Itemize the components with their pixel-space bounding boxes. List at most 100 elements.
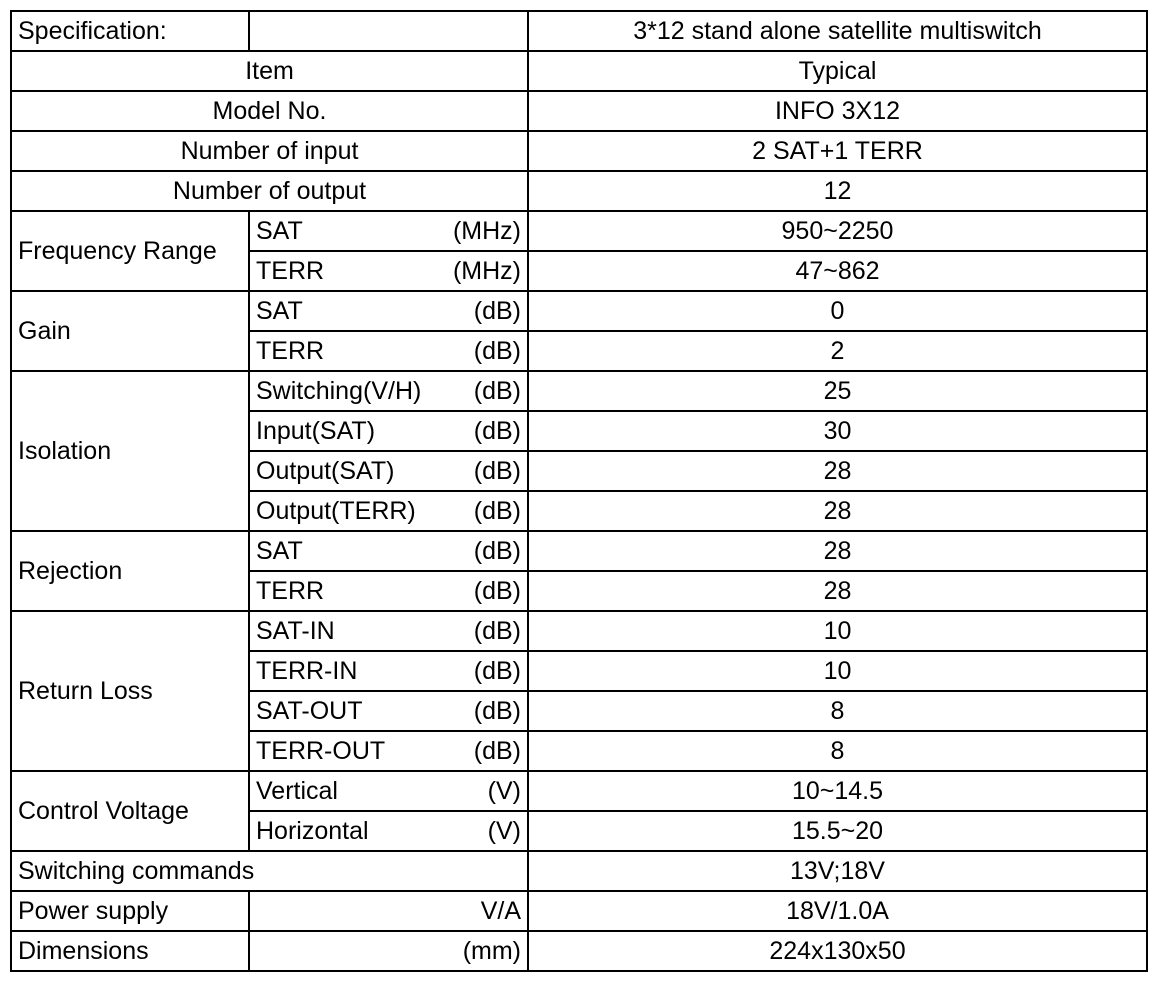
sub-label: Output(TERR) (256, 496, 416, 525)
row-label: Number of output (10, 170, 529, 212)
row-value: 2 (527, 330, 1148, 372)
sub-label: Switching(V/H) (256, 376, 422, 405)
group-label-return-loss: Return Loss (10, 610, 250, 772)
table-body: Specification: 3*12 stand alone satellit… (10, 10, 1148, 972)
table-row-title: Specification: 3*12 stand alone satellit… (10, 10, 1148, 52)
table-row: Rejection SAT (dB) 28 (10, 530, 1148, 612)
product-name-cell: 3*12 stand alone satellite multiswitch (527, 10, 1148, 52)
row-value: 10~14.5 (527, 770, 1148, 812)
table-row: Number of output 12 (10, 170, 1148, 212)
table-row: Power supply V/A 18V/1.0A (10, 890, 1148, 932)
unit-label: (dB) (473, 496, 521, 525)
sub-label-cell: Switching(V/H) (dB) (248, 370, 529, 412)
sub-label-cell: Horizontal (V) (248, 810, 529, 852)
table-row: Switching commands 13V;18V (10, 850, 1148, 892)
group-label-gain: Gain (10, 290, 250, 372)
row-value: 28 (527, 530, 1148, 572)
sub-label-cell: SAT (MHz) (248, 210, 529, 252)
unit-label: (MHz) (452, 216, 521, 245)
table-row: TERR (dB) 2 (11, 330, 1148, 372)
row-value: 2 SAT+1 TERR (527, 130, 1148, 172)
row-value: 10 (527, 610, 1148, 652)
table-row: Isolation Switching(V/H) (dB) 25 (10, 370, 1148, 532)
group-label-rejection: Rejection (10, 530, 250, 612)
row-value: 25 (527, 370, 1148, 412)
row-value: 0 (527, 290, 1148, 332)
sub-label-cell: SAT-IN (dB) (248, 610, 529, 652)
group-label-control-voltage: Control Voltage (10, 770, 250, 852)
sub-label-cell: TERR-OUT (dB) (248, 730, 529, 772)
sub-label: SAT-OUT (256, 696, 363, 725)
table-row: Return Loss SAT-IN (dB) 10 (10, 610, 1148, 772)
row-value: 15.5~20 (527, 810, 1148, 852)
row-value: 47~862 (527, 250, 1148, 292)
unit-label: (dB) (473, 296, 521, 325)
row-label: Model No. (10, 90, 529, 132)
sub-label: Input(SAT) (256, 416, 376, 445)
sub-label-cell: TERR (MHz) (248, 250, 529, 292)
sub-label-cell: SAT (dB) (248, 290, 529, 332)
row-value: 30 (527, 410, 1148, 452)
unit-label: (dB) (473, 696, 521, 725)
sub-label: Output(SAT) (256, 456, 395, 485)
row-label-dimensions: Dimensions (10, 930, 250, 972)
sub-label-cell: TERR (dB) (248, 330, 529, 372)
table-row: Control Voltage Vertical (V) 10~14.5 (10, 770, 1148, 852)
sub-label: SAT-IN (256, 616, 335, 645)
group-label-isolation: Isolation (10, 370, 250, 532)
row-value: 224x130x50 (527, 930, 1148, 972)
row-value: 18V/1.0A (527, 890, 1148, 932)
unit-label: (dB) (473, 536, 521, 565)
table-row: TERR-IN (dB) 10 (11, 650, 1148, 692)
sub-label: SAT (256, 536, 303, 565)
table-row: TERR-OUT (dB) 8 (11, 730, 1148, 772)
sub-label-cell: TERR (dB) (248, 570, 529, 612)
unit-label: (dB) (473, 576, 521, 605)
table-row-header: Item Typical (10, 50, 1148, 92)
row-value: 28 (527, 450, 1148, 492)
row-value: 950~2250 (527, 210, 1148, 252)
sub-label: SAT (256, 296, 303, 325)
row-value: 28 (527, 570, 1148, 612)
unit-label: (dB) (473, 416, 521, 445)
unit-label: (V) (487, 816, 521, 845)
row-value: 8 (527, 730, 1148, 772)
sub-label-cell: SAT-OUT (dB) (248, 690, 529, 732)
column-header-item: Item (10, 50, 529, 92)
sub-label-cell: Output(TERR) (dB) (248, 490, 529, 532)
table-row: TERR (MHz) 47~862 (11, 250, 1148, 292)
sub-label: TERR (256, 256, 325, 285)
unit-label: (dB) (473, 656, 521, 685)
table-row: Output(SAT) (dB) 28 (11, 450, 1148, 492)
sub-label-cell: Input(SAT) (dB) (248, 410, 529, 452)
row-value: 12 (527, 170, 1148, 212)
table-row: Output(TERR) (dB) 28 (11, 490, 1148, 532)
table-row: Input(SAT) (dB) 30 (11, 410, 1148, 452)
row-value: 8 (527, 690, 1148, 732)
sub-label-cell: SAT (dB) (248, 530, 529, 572)
specification-title-cell: Specification: (10, 10, 250, 52)
unit-label: (MHz) (452, 256, 521, 285)
specification-sheet: Specification: 3*12 stand alone satellit… (10, 10, 1148, 972)
unit-label: (dB) (473, 736, 521, 765)
row-label-switching-commands: Switching commands (10, 850, 529, 892)
unit-label: (dB) (473, 456, 521, 485)
sub-label: TERR (256, 576, 325, 605)
row-label-power-supply: Power supply (10, 890, 250, 932)
specification-blank-cell (248, 10, 529, 52)
table-row: Gain SAT (dB) 0 (10, 290, 1148, 372)
column-header-typical: Typical (527, 50, 1148, 92)
group-label-frequency-range: Frequency Range (10, 210, 250, 292)
sub-label: SAT (256, 216, 303, 245)
row-value: 10 (527, 650, 1148, 692)
sub-label: TERR-OUT (256, 736, 386, 765)
sub-label: TERR-IN (256, 656, 358, 685)
row-value: 28 (527, 490, 1148, 532)
specification-table: Specification: 3*12 stand alone satellit… (10, 10, 1148, 972)
sub-label-cell: TERR-IN (dB) (248, 650, 529, 692)
table-row: Horizontal (V) 15.5~20 (11, 810, 1148, 852)
sub-label: Vertical (256, 776, 338, 805)
unit-label: (dB) (473, 616, 521, 645)
sub-label-cell: Vertical (V) (248, 770, 529, 812)
unit-label: V/A (248, 890, 529, 932)
